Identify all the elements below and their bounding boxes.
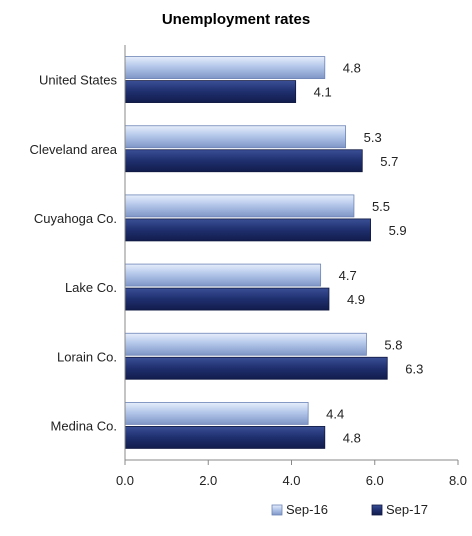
data-label: 4.9 — [347, 292, 365, 307]
data-label: 5.7 — [380, 154, 398, 169]
bar-sep-17-3 — [124, 287, 330, 311]
x-tick-label: 8.0 — [449, 473, 467, 488]
legend: Sep-16 Sep-17 — [271, 502, 428, 517]
bar-sep-17-1 — [124, 149, 363, 173]
bar-sep-17-5 — [124, 426, 326, 449]
category-label: Cleveland area — [30, 142, 118, 157]
bar-sep-16-5 — [124, 402, 309, 425]
category-label: Medina Co. — [51, 418, 117, 433]
data-label: 4.8 — [343, 61, 361, 76]
x-tick-label: 2.0 — [199, 473, 217, 488]
x-tick-label: 0.0 — [116, 473, 134, 488]
axes-layer: United States Cleveland area Cuyahoga Co. L… — [30, 45, 467, 488]
bar-sep-16-4 — [124, 332, 367, 356]
data-label: 4.8 — [343, 430, 361, 445]
legend-swatch-sep-17 — [371, 504, 383, 516]
legend-label: Sep-16 — [286, 502, 328, 517]
data-label: 5.5 — [372, 199, 390, 214]
bar-sep-16-1 — [124, 125, 347, 149]
data-label: 4.7 — [339, 268, 357, 283]
bar-sep-16-0 — [124, 56, 326, 79]
bar-sep-17-2 — [124, 218, 371, 242]
legend-label: Sep-17 — [386, 502, 428, 517]
bars-layer: 4.8 4.1 5.3 5.7 5.5 5.9 4.7 4.9 5.86.3 4.4 4.8 — [124, 56, 423, 449]
chart-title: Unemployment rates — [162, 11, 310, 28]
data-label: 6.3 — [405, 361, 423, 376]
bar-sep-16-3 — [124, 263, 322, 287]
data-label: 4.4 — [326, 406, 344, 421]
bar-sep-17-0 — [124, 80, 297, 103]
data-label: 4.1 — [314, 85, 332, 100]
x-tick-label: 6.0 — [366, 473, 384, 488]
bar-sep-16-2 — [124, 194, 355, 218]
category-label: Cuyahoga Co. — [34, 211, 117, 226]
category-label: Lorain Co. — [57, 349, 117, 364]
legend-swatch-sep-16 — [271, 504, 283, 516]
category-label: United States — [39, 73, 118, 88]
category-label: Lake Co. — [65, 280, 117, 295]
data-label: 5.3 — [364, 130, 382, 145]
data-label: 5.8 — [384, 337, 402, 352]
x-tick-label: 4.0 — [282, 473, 300, 488]
bar-sep-17-4 — [124, 356, 388, 380]
data-label: 5.9 — [389, 223, 407, 238]
